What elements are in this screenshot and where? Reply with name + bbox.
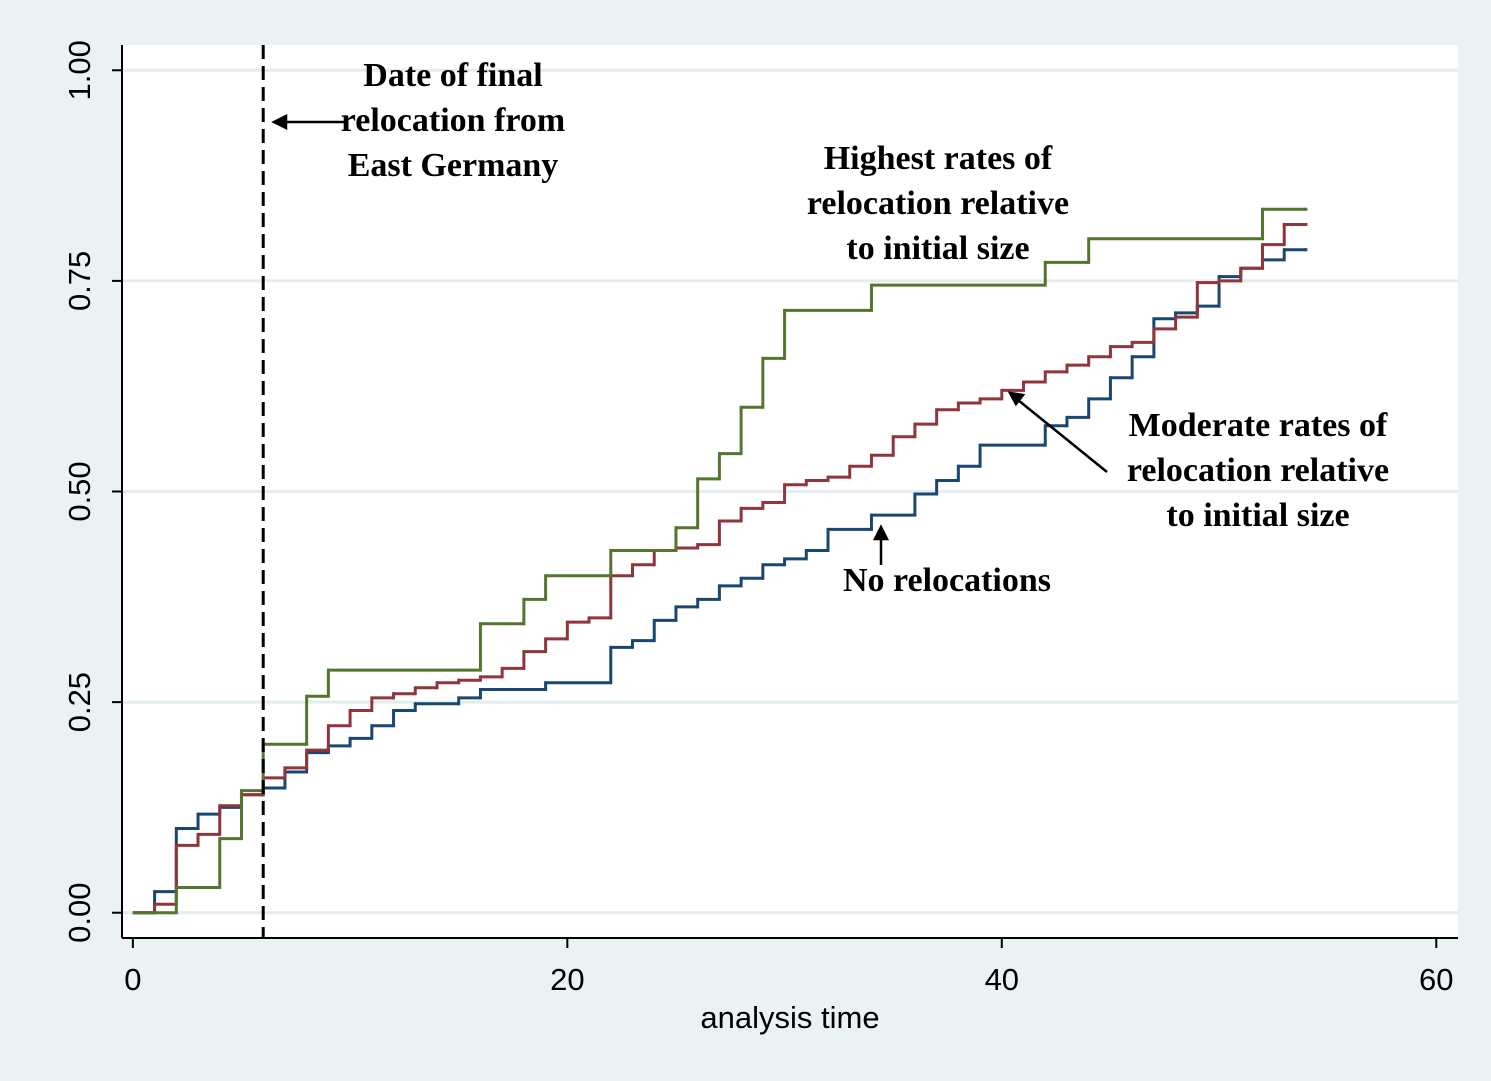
annotation: East Germany [348, 147, 559, 184]
annotation: Highest rates of [824, 140, 1053, 177]
y-tick-label: 0.00 [62, 883, 97, 943]
y-tick-label: 1.00 [62, 40, 97, 100]
y-tick-label: 0.75 [62, 251, 97, 311]
arrow-head [1007, 391, 1026, 407]
y-tick-label: 0.25 [62, 672, 97, 732]
y-tick-label: 0.50 [62, 461, 97, 521]
annotation: No relocations [843, 562, 1051, 599]
annotation: to initial size [1166, 497, 1349, 534]
annotation: relocation relative [807, 185, 1069, 222]
arrow-head [872, 524, 890, 541]
annotation: to initial size [846, 230, 1029, 267]
x-tick-label: 20 [550, 962, 584, 997]
arrow-head [271, 113, 288, 131]
series [132, 207, 1308, 915]
annotations: Date of final relocation from East Germany… [341, 57, 1389, 599]
x-tick-label: 0 [124, 962, 141, 997]
annotation: Moderate rates of [1129, 407, 1388, 444]
annotation: Date of final [363, 57, 542, 94]
annotation: relocation from [341, 102, 565, 139]
x-axis-label: analysis time [700, 1000, 879, 1035]
x-tick-label: 40 [985, 962, 1019, 997]
annotation: relocation relative [1127, 452, 1389, 489]
arrows [271, 113, 1108, 565]
arrow [1017, 399, 1108, 473]
x-tick-label: 60 [1419, 962, 1453, 997]
